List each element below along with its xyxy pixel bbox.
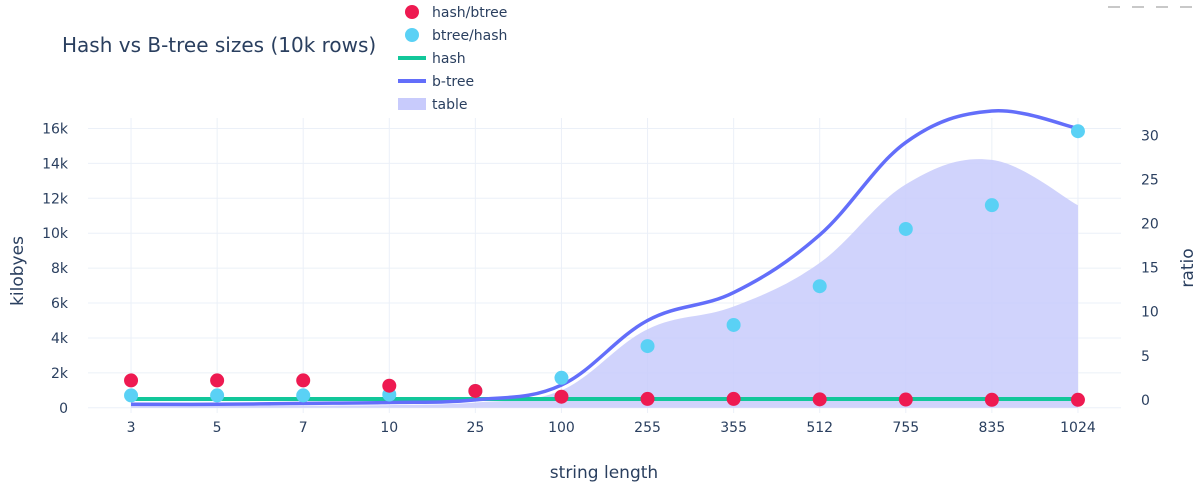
y-tick-label: 2k	[51, 366, 69, 382]
zoom-icon[interactable]	[1108, 0, 1120, 8]
point-hash-btree	[726, 391, 741, 406]
point-hash-btree	[898, 392, 913, 407]
select-icon[interactable]	[1156, 0, 1168, 8]
point-hash-btree	[124, 373, 139, 388]
x-tick-label: 7	[299, 420, 308, 436]
legend-label: btree/hash	[432, 28, 507, 44]
point-hash-btree	[382, 378, 397, 393]
line-layer	[131, 109, 1079, 407]
y-tick-label: 10k	[42, 226, 69, 242]
y2-tick-label: 10	[1141, 305, 1159, 321]
x-tick-label: 1024	[1060, 420, 1096, 436]
legend-marker	[405, 28, 419, 42]
legend-label: hash/btree	[432, 5, 507, 21]
x-tick-label: 5	[213, 420, 222, 436]
legend-label: b-tree	[432, 74, 474, 90]
x-axis-title: string length	[550, 463, 658, 483]
x-tick-label: 512	[806, 420, 833, 436]
point-hash-btree	[296, 373, 311, 388]
point-btree-hash	[726, 317, 741, 332]
y2-tick-label: 5	[1141, 349, 1150, 365]
y2-tick-label: 0	[1141, 393, 1150, 409]
y-tick-label: 4k	[51, 331, 69, 347]
y-tick-label: 8k	[51, 261, 69, 277]
reset-axes-icon[interactable]	[1180, 0, 1192, 8]
chart-title: Hash vs B-tree sizes (10k rows)	[62, 33, 376, 57]
x-tick-label: 3	[127, 420, 136, 436]
y-tick-label: 14k	[42, 156, 69, 172]
point-hash-btree	[210, 373, 225, 388]
legend-item[interactable]: table	[398, 97, 467, 113]
legend-label: table	[432, 97, 467, 113]
legend-marker	[405, 5, 419, 19]
download-icon[interactable]	[1132, 0, 1144, 8]
point-btree-hash	[898, 221, 913, 236]
x-tick-label: 25	[466, 420, 484, 436]
point-hash-btree	[984, 392, 999, 407]
point-btree-hash	[812, 279, 827, 294]
legend-item[interactable]: hash/btree	[405, 5, 507, 21]
y2-tick-label: 25	[1141, 173, 1159, 189]
legend-item[interactable]: btree/hash	[405, 28, 507, 44]
x-tick-label: 755	[892, 420, 919, 436]
series-line-b-tree	[131, 109, 1079, 407]
marker-layer	[124, 124, 1085, 407]
chart-toolbar[interactable]	[1108, 0, 1192, 8]
y2-tick-label: 15	[1141, 261, 1159, 277]
series-area-table	[131, 159, 1078, 408]
x-tick-label: 835	[979, 420, 1006, 436]
legend-item[interactable]: b-tree	[398, 74, 474, 90]
point-btree-hash	[296, 388, 311, 403]
point-hash-btree	[1070, 392, 1085, 407]
y-tick-label: 16k	[42, 121, 69, 137]
y2-axis-title: ratio	[1178, 248, 1198, 287]
point-btree-hash	[124, 388, 139, 403]
y-tick-label: 0	[59, 401, 68, 417]
point-hash-btree	[468, 383, 483, 398]
area-layer	[131, 159, 1078, 408]
y2-tick-label: 20	[1141, 217, 1159, 233]
axes: 3 5 7 10 25 100 255 355 512 755 835 102402k4k6k8k10…	[42, 121, 1159, 436]
legend-label: hash	[432, 51, 466, 67]
point-hash-btree	[640, 391, 655, 406]
x-tick-label: 255	[634, 420, 661, 436]
y2-tick-label: 30	[1141, 129, 1159, 145]
legend[interactable]: hash/btree btree/hash hash b-tree table	[398, 5, 507, 113]
point-btree-hash	[554, 370, 569, 385]
y-tick-label: 12k	[42, 191, 69, 207]
y-tick-label: 6k	[51, 296, 69, 312]
y-axis-title: kilobyes	[8, 236, 28, 306]
point-btree-hash	[210, 388, 225, 403]
x-tick-label: 10	[380, 420, 398, 436]
point-btree-hash	[1070, 124, 1085, 139]
x-tick-label: 355	[720, 420, 747, 436]
legend-swatch	[398, 98, 426, 110]
point-btree-hash	[984, 198, 999, 213]
point-hash-btree	[554, 389, 569, 404]
point-btree-hash	[640, 339, 655, 354]
point-hash-btree	[812, 392, 827, 407]
x-tick-label: 100	[548, 420, 575, 436]
legend-item[interactable]: hash	[398, 51, 466, 67]
